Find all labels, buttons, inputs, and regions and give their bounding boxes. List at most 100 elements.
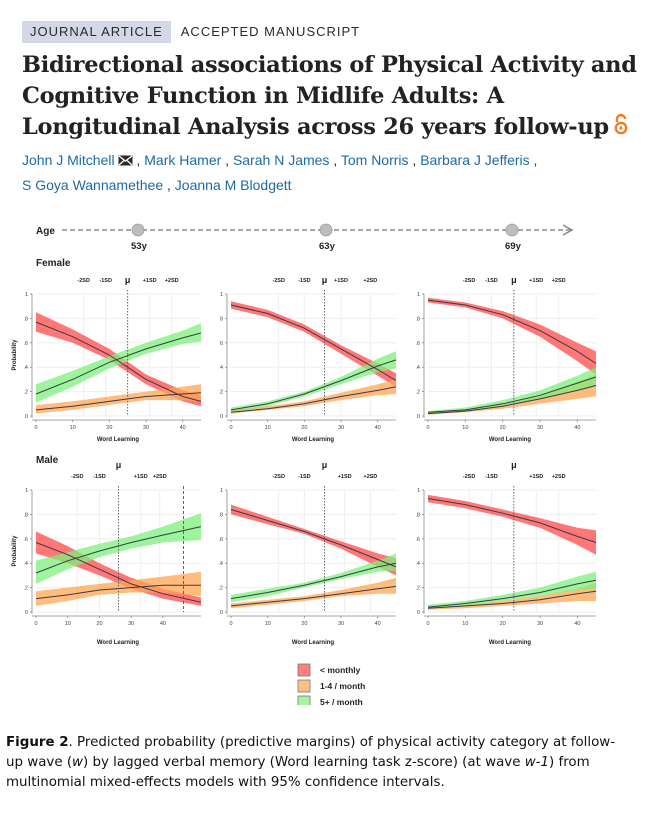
sd-label: +1SD — [143, 278, 157, 284]
sd-label: +1SD — [134, 474, 148, 480]
article-title: Bidirectional associations of Physical A… — [22, 50, 642, 144]
author-link[interactable]: Mark Hamer — [144, 151, 222, 168]
x-tick-label: 40 — [180, 425, 186, 431]
author-separator: , — [408, 151, 421, 168]
x-axis-label: Word Learning — [97, 640, 140, 646]
x-tick-label: 30 — [143, 425, 149, 431]
y-tick-label: 0 — [25, 414, 28, 420]
y-tick-label: 0 — [25, 610, 28, 616]
sd-label: -2SD — [77, 278, 90, 284]
legend-swatch-lt_monthly — [297, 663, 311, 677]
envelope-icon[interactable] — [118, 149, 133, 173]
sd-label: μ — [322, 275, 328, 285]
y-tick-label: 0 — [417, 414, 420, 420]
x-axis-label: Word Learning — [292, 437, 335, 443]
ci-band-five_plus — [231, 351, 396, 413]
x-tick-label: 30 — [128, 621, 134, 627]
y-tick-label: .2 — [218, 586, 223, 592]
x-tick-label: 0 — [426, 621, 429, 627]
article-tags: JOURNAL ARTICLE ACCEPTED MANUSCRIPT — [22, 21, 642, 43]
age-marker: 53y — [131, 223, 148, 252]
y-axis-label: Probability — [12, 535, 18, 567]
ci-band-one_to_four — [231, 379, 396, 414]
age-marker-dot — [131, 223, 145, 237]
age-marker: 69y — [505, 223, 522, 252]
sd-label: -1SD — [298, 474, 311, 480]
author-link[interactable]: Tom Norris — [340, 151, 409, 168]
y-tick-label: .8 — [415, 512, 420, 518]
prediction-line-one_to_four — [427, 590, 597, 609]
sd-label: -1SD — [99, 278, 112, 284]
age-tick-label: 53y — [131, 241, 148, 252]
y-tick-label: .4 — [218, 561, 223, 567]
legend-label: < monthly — [320, 665, 361, 675]
legend-swatch-one_to_four — [297, 679, 311, 693]
y-tick-label: 2 — [220, 390, 223, 396]
author-link[interactable]: S Goya Wannamethee — [22, 176, 164, 193]
ci-band-lt_monthly — [231, 301, 396, 387]
author-link[interactable]: Sarah N James — [232, 151, 330, 168]
sd-label: +2SD — [552, 474, 566, 480]
x-tick-label: 20 — [500, 621, 506, 627]
author-link[interactable]: John J Mitchell — [22, 151, 115, 168]
x-axis-label: Word Learning — [489, 437, 532, 443]
age-tick-label: 63y — [319, 241, 336, 252]
x-tick-label: 20 — [106, 425, 112, 431]
age-marker-dot — [505, 223, 519, 237]
x-tick-label: 40 — [160, 621, 166, 627]
age-tick-label: 69y — [505, 241, 522, 252]
legend-swatch-five_plus — [297, 695, 311, 705]
prediction-line-lt_monthly — [427, 498, 597, 543]
y-tick-label: 8 — [220, 316, 223, 322]
y-tick-label: 1 — [220, 292, 223, 298]
prediction-line-one_to_four — [427, 385, 597, 415]
y-tick-label: .8 — [415, 316, 420, 322]
sd-label: -1SD — [298, 278, 311, 284]
open-access-lock-icon — [613, 113, 629, 144]
x-tick-label: 20 — [301, 621, 307, 627]
y-tick-label: .4 — [23, 365, 28, 371]
sd-label: -2SD — [272, 278, 285, 284]
author-separator: , — [329, 151, 341, 168]
y-tick-label: 6 — [220, 341, 223, 347]
article-title-text: Bidirectional associations of Physical A… — [22, 52, 637, 140]
prediction-line-lt_monthly — [230, 509, 397, 568]
x-tick-label: 30 — [338, 621, 344, 627]
y-tick-label: 4 — [220, 365, 223, 371]
prediction-line-one_to_four — [230, 386, 397, 413]
author-link[interactable]: Joanna M Blodgett — [174, 176, 292, 193]
x-tick-label: 10 — [265, 425, 271, 431]
sd-label: -2SD — [463, 474, 476, 480]
prediction-line-five_plus — [427, 376, 597, 413]
sd-label: -1SD — [93, 474, 106, 480]
sd-label: -1SD — [485, 474, 498, 480]
y-tick-label: .6 — [23, 341, 28, 347]
sd-label: μ — [511, 460, 517, 470]
ci-band-five_plus — [36, 323, 201, 403]
y-tick-label: .2 — [23, 390, 28, 396]
sd-label: +2SD — [363, 278, 377, 284]
y-tick-label: 1 — [417, 488, 420, 494]
y-tick-label: 1 — [25, 488, 28, 494]
author-link[interactable]: Barbara J Jefferis — [420, 151, 530, 168]
sd-label: -1SD — [485, 278, 498, 284]
x-tick-label: 10 — [65, 621, 71, 627]
sd-label: +2SD — [363, 474, 377, 480]
sd-label: μ — [125, 275, 131, 285]
y-tick-label: .2 — [415, 390, 420, 396]
sd-label: +1SD — [529, 278, 543, 284]
ci-band-five_plus — [428, 571, 596, 609]
x-axis-label: Word Learning — [489, 640, 532, 646]
x-tick-label: 20 — [500, 425, 506, 431]
age-marker-dot — [319, 223, 333, 237]
sd-label: -2SD — [463, 278, 476, 284]
y-tick-label: .4 — [415, 365, 420, 371]
sd-label: μ — [116, 460, 122, 470]
y-tick-label: .8 — [23, 316, 28, 322]
x-tick-label: 0 — [426, 425, 429, 431]
ci-band-lt_monthly — [428, 297, 596, 375]
